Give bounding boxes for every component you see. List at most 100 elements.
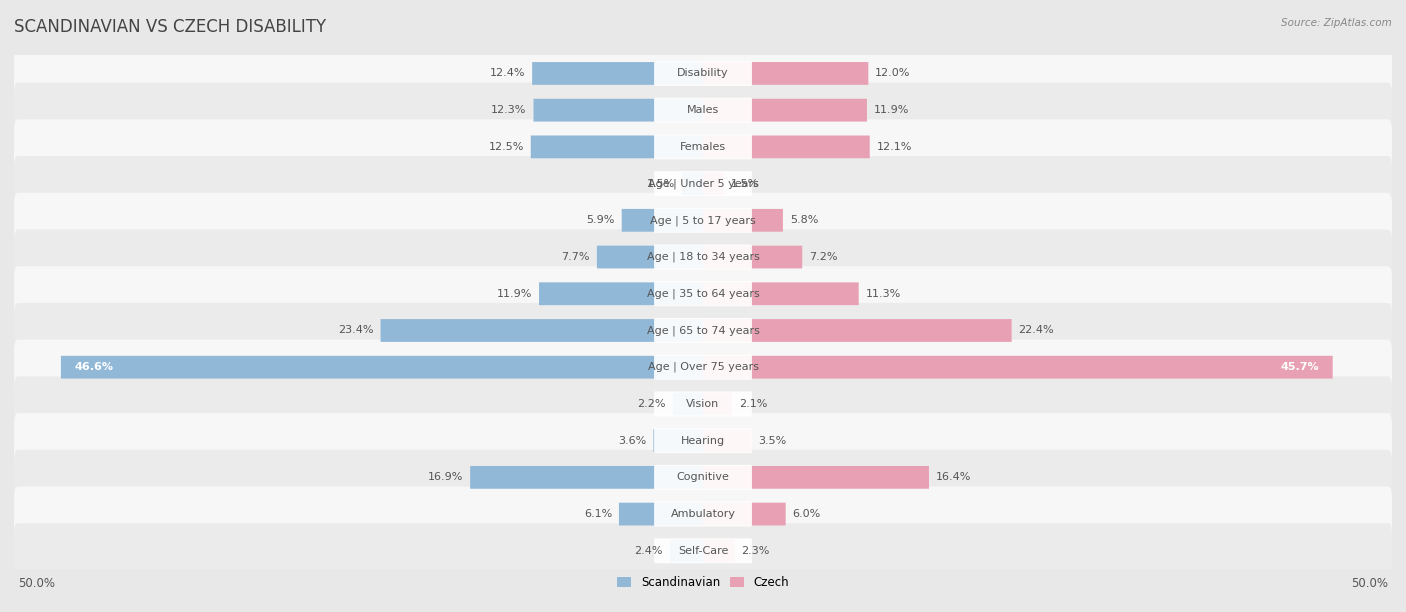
Text: 11.3%: 11.3% bbox=[866, 289, 901, 299]
Text: 3.5%: 3.5% bbox=[758, 436, 786, 446]
Text: Age | 65 to 74 years: Age | 65 to 74 years bbox=[647, 325, 759, 336]
FancyBboxPatch shape bbox=[621, 209, 703, 232]
FancyBboxPatch shape bbox=[654, 171, 752, 196]
Text: Age | Over 75 years: Age | Over 75 years bbox=[648, 362, 758, 373]
FancyBboxPatch shape bbox=[703, 502, 786, 526]
Text: 1.5%: 1.5% bbox=[731, 179, 759, 188]
FancyBboxPatch shape bbox=[619, 502, 703, 526]
FancyBboxPatch shape bbox=[654, 61, 752, 86]
FancyBboxPatch shape bbox=[703, 466, 929, 489]
FancyBboxPatch shape bbox=[703, 62, 869, 85]
Text: 6.1%: 6.1% bbox=[583, 509, 612, 519]
FancyBboxPatch shape bbox=[703, 245, 803, 269]
FancyBboxPatch shape bbox=[654, 282, 752, 306]
FancyBboxPatch shape bbox=[531, 62, 703, 85]
FancyBboxPatch shape bbox=[14, 193, 1392, 248]
FancyBboxPatch shape bbox=[703, 356, 1333, 379]
Text: 22.4%: 22.4% bbox=[1018, 326, 1054, 335]
FancyBboxPatch shape bbox=[654, 208, 752, 233]
FancyBboxPatch shape bbox=[14, 156, 1392, 211]
FancyBboxPatch shape bbox=[470, 466, 703, 489]
FancyBboxPatch shape bbox=[14, 303, 1392, 358]
FancyBboxPatch shape bbox=[14, 340, 1392, 395]
Text: 2.3%: 2.3% bbox=[741, 546, 770, 556]
FancyBboxPatch shape bbox=[703, 99, 868, 122]
Text: 50.0%: 50.0% bbox=[1351, 577, 1388, 589]
Text: Disability: Disability bbox=[678, 69, 728, 78]
FancyBboxPatch shape bbox=[654, 245, 752, 269]
Text: 2.1%: 2.1% bbox=[738, 399, 768, 409]
FancyBboxPatch shape bbox=[654, 98, 752, 122]
Text: 46.6%: 46.6% bbox=[75, 362, 114, 372]
FancyBboxPatch shape bbox=[654, 135, 752, 159]
FancyBboxPatch shape bbox=[654, 539, 752, 563]
FancyBboxPatch shape bbox=[703, 135, 870, 159]
FancyBboxPatch shape bbox=[703, 392, 733, 416]
Text: Age | 5 to 17 years: Age | 5 to 17 years bbox=[650, 215, 756, 226]
Text: Source: ZipAtlas.com: Source: ZipAtlas.com bbox=[1281, 18, 1392, 28]
FancyBboxPatch shape bbox=[533, 99, 703, 122]
Text: 12.5%: 12.5% bbox=[488, 142, 524, 152]
FancyBboxPatch shape bbox=[654, 428, 752, 453]
Text: 2.2%: 2.2% bbox=[637, 399, 666, 409]
FancyBboxPatch shape bbox=[598, 245, 703, 269]
FancyBboxPatch shape bbox=[654, 429, 703, 452]
Text: 12.1%: 12.1% bbox=[876, 142, 912, 152]
Text: Age | Under 5 years: Age | Under 5 years bbox=[648, 178, 758, 189]
FancyBboxPatch shape bbox=[654, 465, 752, 490]
FancyBboxPatch shape bbox=[654, 392, 752, 416]
Text: Males: Males bbox=[688, 105, 718, 115]
Text: Age | 35 to 64 years: Age | 35 to 64 years bbox=[647, 288, 759, 299]
FancyBboxPatch shape bbox=[703, 172, 724, 195]
FancyBboxPatch shape bbox=[14, 83, 1392, 138]
FancyBboxPatch shape bbox=[703, 429, 751, 452]
Text: Self-Care: Self-Care bbox=[678, 546, 728, 556]
Text: 11.9%: 11.9% bbox=[496, 289, 531, 299]
FancyBboxPatch shape bbox=[14, 119, 1392, 174]
Text: Females: Females bbox=[681, 142, 725, 152]
FancyBboxPatch shape bbox=[703, 539, 735, 562]
Text: 6.0%: 6.0% bbox=[793, 509, 821, 519]
Text: 2.4%: 2.4% bbox=[634, 546, 664, 556]
Text: Vision: Vision bbox=[686, 399, 720, 409]
Text: 7.2%: 7.2% bbox=[808, 252, 838, 262]
FancyBboxPatch shape bbox=[654, 355, 752, 379]
FancyBboxPatch shape bbox=[14, 450, 1392, 505]
FancyBboxPatch shape bbox=[669, 539, 703, 562]
FancyBboxPatch shape bbox=[381, 319, 703, 342]
Text: 5.8%: 5.8% bbox=[790, 215, 818, 225]
FancyBboxPatch shape bbox=[672, 392, 703, 416]
FancyBboxPatch shape bbox=[14, 46, 1392, 101]
FancyBboxPatch shape bbox=[538, 282, 703, 305]
Text: Age | 18 to 34 years: Age | 18 to 34 years bbox=[647, 252, 759, 263]
FancyBboxPatch shape bbox=[682, 172, 703, 195]
FancyBboxPatch shape bbox=[14, 230, 1392, 285]
Text: 3.6%: 3.6% bbox=[619, 436, 647, 446]
FancyBboxPatch shape bbox=[14, 266, 1392, 321]
Text: Ambulatory: Ambulatory bbox=[671, 509, 735, 519]
Text: 11.9%: 11.9% bbox=[875, 105, 910, 115]
Text: 12.0%: 12.0% bbox=[875, 69, 911, 78]
Text: 12.3%: 12.3% bbox=[491, 105, 527, 115]
Text: 7.7%: 7.7% bbox=[561, 252, 591, 262]
Text: 23.4%: 23.4% bbox=[339, 326, 374, 335]
Text: 16.4%: 16.4% bbox=[936, 472, 972, 482]
Text: 16.9%: 16.9% bbox=[427, 472, 463, 482]
FancyBboxPatch shape bbox=[531, 135, 703, 159]
FancyBboxPatch shape bbox=[14, 487, 1392, 542]
Text: 50.0%: 50.0% bbox=[18, 577, 55, 589]
FancyBboxPatch shape bbox=[60, 356, 703, 379]
Text: 5.9%: 5.9% bbox=[586, 215, 614, 225]
Text: Cognitive: Cognitive bbox=[676, 472, 730, 482]
FancyBboxPatch shape bbox=[654, 502, 752, 526]
Text: 1.5%: 1.5% bbox=[647, 179, 675, 188]
FancyBboxPatch shape bbox=[703, 319, 1012, 342]
Text: Hearing: Hearing bbox=[681, 436, 725, 446]
FancyBboxPatch shape bbox=[14, 523, 1392, 578]
Legend: Scandinavian, Czech: Scandinavian, Czech bbox=[613, 572, 793, 594]
FancyBboxPatch shape bbox=[654, 318, 752, 343]
Text: 12.4%: 12.4% bbox=[489, 69, 526, 78]
FancyBboxPatch shape bbox=[703, 209, 783, 232]
FancyBboxPatch shape bbox=[703, 282, 859, 305]
Text: 45.7%: 45.7% bbox=[1281, 362, 1319, 372]
